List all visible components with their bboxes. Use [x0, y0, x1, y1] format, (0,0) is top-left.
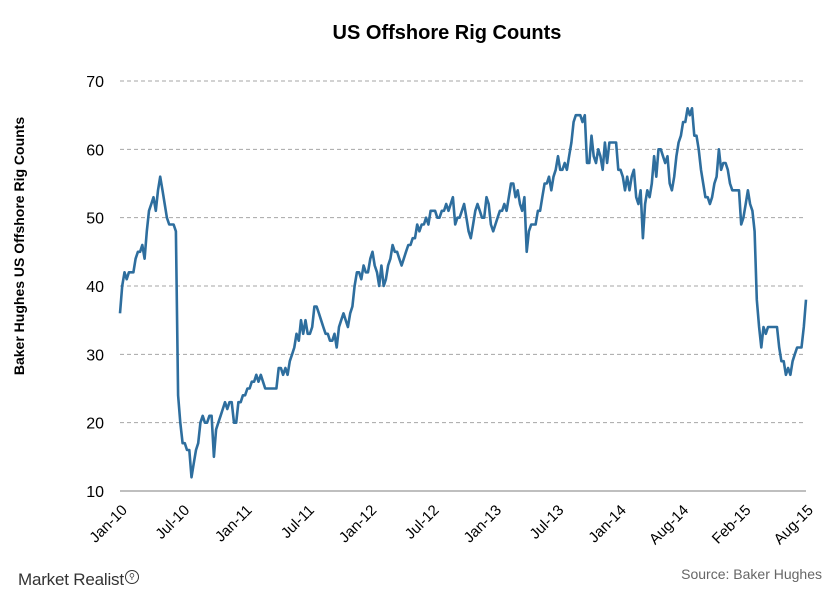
- chart-title: US Offshore Rig Counts: [333, 22, 562, 44]
- x-tick-label: Aug-15: [771, 502, 817, 548]
- y-tick-label: 60: [86, 142, 104, 159]
- gridlines: [120, 80, 806, 424]
- x-tick-label: Jul-10: [152, 502, 193, 543]
- x-tick-label: Jul-12: [402, 502, 443, 543]
- y-tick-label: 10: [86, 484, 104, 501]
- source-note: Source: Baker Hughes: [681, 566, 822, 582]
- x-tick-labels: Jan-10 Jul-10 Jan-11 Jul-11 Jan-12 Jul-12 Jan-…: [86, 502, 816, 548]
- x-tick-label: Jan-12: [336, 502, 380, 546]
- x-tick-label: Jan-10: [86, 502, 130, 546]
- series-line: [118, 107, 808, 479]
- x-tick-label: Jul-11: [278, 502, 318, 542]
- x-tick-label: Jan-14: [585, 502, 629, 546]
- x-tick-label: Jan-13: [461, 502, 505, 546]
- x-tick-label: Jul-13: [526, 502, 567, 543]
- x-tick-label: Jan-11: [212, 502, 256, 546]
- logo-text: Market Realist: [18, 570, 124, 589]
- x-tick-label: Aug-14: [646, 502, 692, 548]
- series-layer: [118, 107, 808, 479]
- logo-mark-icon: ⚲: [124, 570, 139, 584]
- y-tick-label: 50: [86, 211, 104, 228]
- y-tick-label: 40: [86, 279, 104, 296]
- y-tick-label: 20: [86, 416, 104, 433]
- market-realist-logo: Market Realist ⚲: [18, 570, 139, 590]
- y-tick-label: 70: [86, 74, 104, 91]
- x-tick-label: Feb-15: [709, 502, 755, 548]
- y-axis-label: Baker Hughes US Offshore Rig Counts: [11, 117, 27, 375]
- y-tick-label: 30: [86, 347, 104, 364]
- y-tick-labels: 10 20 30 40 50 60 70: [86, 74, 104, 501]
